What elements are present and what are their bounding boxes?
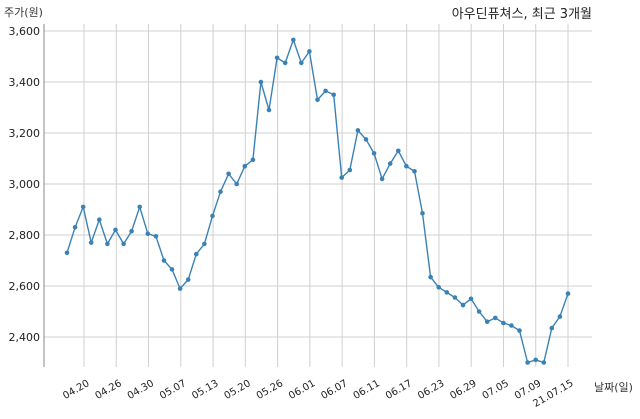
data-point xyxy=(80,204,86,210)
data-point xyxy=(210,213,215,219)
data-point xyxy=(218,189,223,194)
data-point xyxy=(517,328,522,333)
data-point xyxy=(444,290,450,295)
x-tick-label: 05.07 xyxy=(158,378,188,402)
x-tick-label: 06.23 xyxy=(416,378,446,402)
data-point xyxy=(202,241,207,247)
data-point xyxy=(476,309,482,314)
data-point xyxy=(412,169,417,174)
data-point xyxy=(234,181,239,187)
data-point xyxy=(436,285,442,290)
data-point xyxy=(307,49,312,54)
y-tick-label: 2,400 xyxy=(9,331,41,344)
chart-title: 아우딘퓨쳐스, 최근 3개월 xyxy=(452,7,592,22)
x-tick-label: 06.11 xyxy=(352,378,382,402)
x-tick-labels: 04.20 04.26 04.30 05.07 05.13 05.20 05.26 06.01… xyxy=(61,378,575,410)
data-point xyxy=(460,302,466,308)
data-point xyxy=(484,319,490,325)
data-point xyxy=(387,161,393,166)
x-tick-label: 05.20 xyxy=(223,378,253,402)
data-point xyxy=(88,240,94,245)
grid-lines xyxy=(44,24,592,367)
x-tick-label: 07.05 xyxy=(481,378,511,402)
data-point xyxy=(541,360,547,365)
data-point xyxy=(161,258,167,263)
data-point xyxy=(226,171,231,177)
data-point xyxy=(347,167,353,173)
data-point xyxy=(315,97,320,103)
data-point xyxy=(501,320,506,326)
data-point xyxy=(282,60,288,66)
data-point xyxy=(291,37,296,43)
data-point xyxy=(420,211,425,216)
data-point xyxy=(533,357,538,363)
data-point xyxy=(428,274,433,280)
data-point xyxy=(509,323,514,328)
data-point xyxy=(299,60,304,66)
data-point xyxy=(145,231,151,236)
x-tick-label: 04.30 xyxy=(126,378,156,402)
x-axis-label: 날짜(일) xyxy=(594,380,633,394)
data-point xyxy=(194,251,199,257)
x-tick-label: 06.01 xyxy=(287,378,317,402)
data-point xyxy=(72,225,78,230)
data-point xyxy=(169,267,175,272)
data-point xyxy=(121,241,126,247)
data-point xyxy=(129,228,134,234)
price-series xyxy=(64,37,571,365)
data-point xyxy=(565,291,571,296)
y-tick-label: 3,600 xyxy=(9,25,41,38)
data-point xyxy=(404,163,409,169)
x-tick-label: 06.29 xyxy=(448,378,478,402)
data-point xyxy=(113,227,118,233)
data-point xyxy=(274,55,280,61)
x-tick-label: 04.26 xyxy=(93,378,123,402)
data-point xyxy=(105,241,110,247)
data-point xyxy=(525,360,530,365)
data-point xyxy=(339,175,345,180)
data-point xyxy=(153,234,159,239)
data-point xyxy=(137,204,142,210)
data-point xyxy=(177,286,183,291)
data-point xyxy=(396,148,401,154)
data-point xyxy=(185,277,191,282)
data-point xyxy=(97,217,102,222)
y-axis-label: 주가(원) xyxy=(4,6,43,19)
data-point xyxy=(64,250,70,256)
x-tick-label: 06.07 xyxy=(319,378,349,402)
data-point xyxy=(363,137,369,142)
data-point xyxy=(266,107,272,113)
price-line xyxy=(66,37,569,364)
data-point xyxy=(493,315,498,321)
data-point xyxy=(452,295,458,300)
data-point xyxy=(371,151,377,156)
y-tick-label: 3,200 xyxy=(9,127,41,140)
data-point xyxy=(557,314,563,319)
data-point xyxy=(549,325,555,331)
data-point xyxy=(355,128,361,133)
data-point xyxy=(323,88,328,94)
x-tick-label: 05.26 xyxy=(255,378,285,402)
data-point xyxy=(242,163,248,169)
x-tick-label: 05.13 xyxy=(190,378,220,402)
x-tick-label: 04.20 xyxy=(61,378,91,402)
y-tick-labels: 2,400 2,600 2,800 3,000 3,200 3,400 3,600 xyxy=(9,25,41,344)
data-point xyxy=(468,296,474,302)
x-tick-label: 06.17 xyxy=(384,378,414,402)
data-point xyxy=(331,92,337,98)
y-tick-label: 3,400 xyxy=(9,76,41,89)
data-point xyxy=(258,79,264,85)
y-tick-label: 2,800 xyxy=(9,229,41,242)
data-point xyxy=(379,176,385,182)
y-tick-label: 2,600 xyxy=(9,280,41,293)
data-point xyxy=(250,157,256,163)
y-tick-label: 3,000 xyxy=(9,178,41,191)
